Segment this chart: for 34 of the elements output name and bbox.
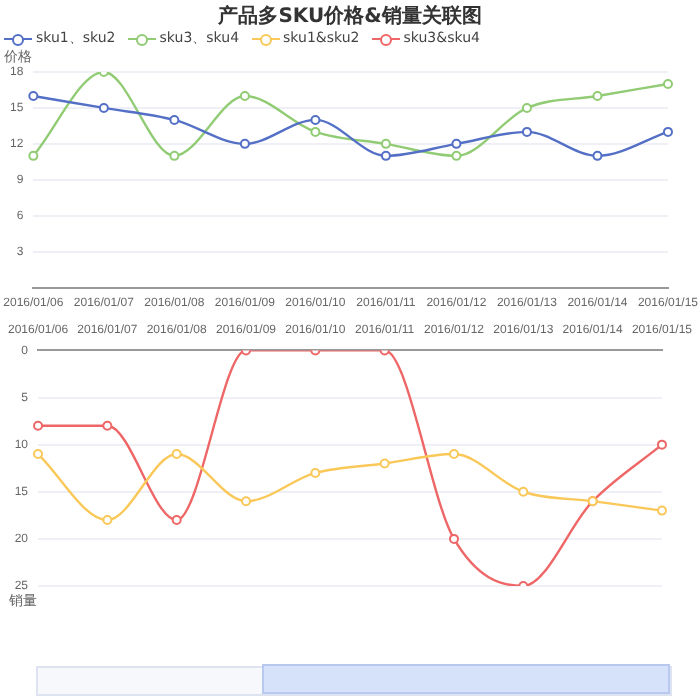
point bbox=[656, 439, 667, 450]
point bbox=[451, 150, 462, 161]
point bbox=[518, 486, 529, 497]
point bbox=[28, 150, 39, 161]
point bbox=[241, 496, 252, 507]
point bbox=[448, 533, 459, 544]
point bbox=[239, 138, 250, 149]
point bbox=[98, 102, 109, 113]
point bbox=[451, 138, 462, 149]
point bbox=[310, 467, 321, 478]
chart-title: 产品多SKU价格&销量关联图 bbox=[216, 3, 484, 30]
point bbox=[379, 458, 390, 469]
point bbox=[171, 449, 182, 460]
point bbox=[521, 102, 532, 113]
point bbox=[33, 449, 44, 460]
point bbox=[310, 126, 321, 137]
point bbox=[33, 420, 44, 431]
point bbox=[592, 150, 603, 161]
point bbox=[28, 90, 39, 101]
point bbox=[521, 126, 532, 137]
point bbox=[656, 505, 667, 516]
point bbox=[169, 114, 180, 125]
point bbox=[448, 449, 459, 460]
point bbox=[380, 138, 391, 149]
point bbox=[169, 150, 180, 161]
point bbox=[102, 420, 113, 431]
point bbox=[171, 515, 182, 526]
point bbox=[662, 126, 673, 137]
point bbox=[662, 78, 673, 89]
point bbox=[102, 515, 113, 526]
point bbox=[310, 114, 321, 125]
point bbox=[380, 150, 391, 161]
point bbox=[592, 90, 603, 101]
point bbox=[239, 90, 250, 101]
